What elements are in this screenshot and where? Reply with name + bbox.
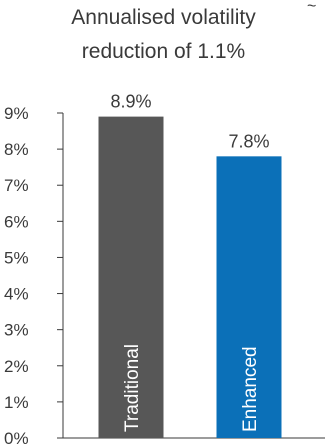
y-tick-label: 0% bbox=[4, 429, 29, 446]
y-tick-label: 2% bbox=[4, 357, 29, 376]
data-label: 8.9% bbox=[110, 92, 151, 112]
y-tick-label: 6% bbox=[4, 212, 29, 231]
bar-category-label: Traditional bbox=[122, 344, 143, 432]
chart-title-line2: reduction of 1.1% bbox=[81, 40, 246, 63]
data-label: 7.8% bbox=[228, 131, 269, 151]
bar-traditional bbox=[98, 116, 164, 438]
y-tick-label: 7% bbox=[4, 176, 29, 195]
y-tick-label: 5% bbox=[4, 248, 29, 267]
chart-title-line1: Annualised volatility bbox=[71, 6, 256, 29]
y-tick-label: 8% bbox=[4, 140, 29, 159]
y-tick-label: 9% bbox=[4, 104, 29, 123]
bar-category-label: Enhanced bbox=[240, 346, 261, 432]
chart-title-mark: ~ bbox=[307, 0, 317, 15]
y-tick-label: 1% bbox=[4, 393, 29, 412]
bar-enhanced bbox=[216, 156, 282, 439]
y-tick-label: 4% bbox=[4, 285, 29, 304]
y-tick-label: 3% bbox=[4, 321, 29, 340]
